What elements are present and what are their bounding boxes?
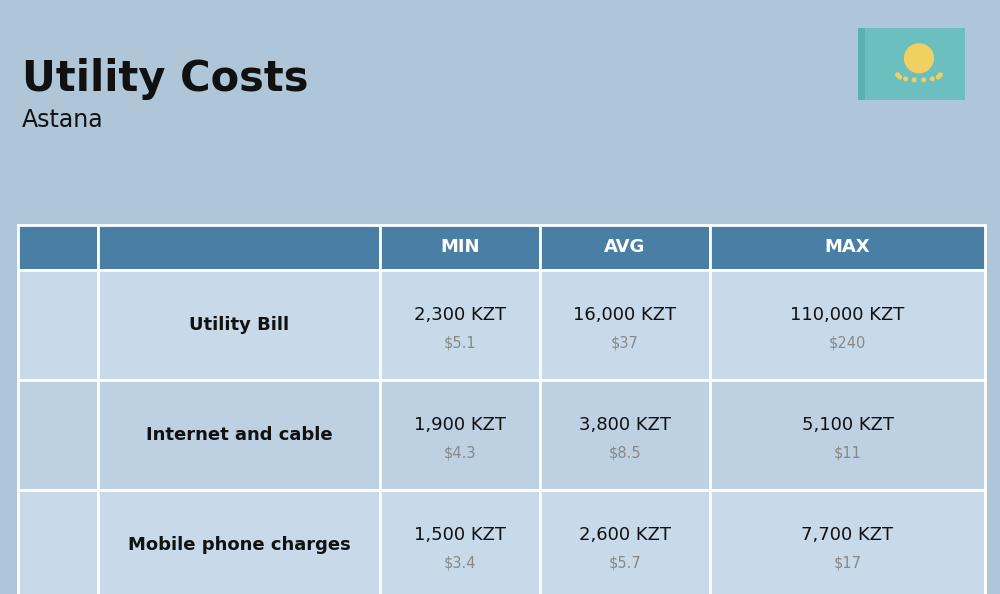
Circle shape — [896, 73, 899, 77]
Bar — [540, 225, 710, 270]
Circle shape — [936, 75, 940, 79]
Text: Utility Costs: Utility Costs — [22, 58, 308, 100]
Circle shape — [905, 44, 933, 72]
Bar — [98, 380, 380, 490]
Bar — [540, 380, 710, 490]
Text: 110,000 KZT: 110,000 KZT — [790, 306, 905, 324]
Circle shape — [922, 78, 926, 81]
Text: $3.4: $3.4 — [444, 555, 476, 570]
Bar — [858, 28, 965, 100]
Bar — [540, 490, 710, 594]
Text: $5.1: $5.1 — [444, 336, 476, 350]
Text: $11: $11 — [834, 446, 861, 460]
Text: $8.5: $8.5 — [609, 446, 641, 460]
Text: Utility Bill: Utility Bill — [189, 316, 289, 334]
Bar — [98, 490, 380, 594]
Text: 1,500 KZT: 1,500 KZT — [414, 526, 506, 544]
Text: MIN: MIN — [440, 239, 480, 257]
Text: MAX: MAX — [825, 239, 870, 257]
Bar — [710, 225, 985, 270]
Bar — [18, 490, 98, 594]
Text: 3,800 KZT: 3,800 KZT — [579, 416, 671, 434]
Text: $17: $17 — [834, 555, 862, 570]
Text: 2,600 KZT: 2,600 KZT — [579, 526, 671, 544]
Bar — [710, 380, 985, 490]
Circle shape — [931, 77, 934, 81]
Text: Internet and cable: Internet and cable — [146, 426, 332, 444]
Bar — [710, 270, 985, 380]
Bar — [380, 225, 540, 270]
Bar — [380, 490, 540, 594]
Circle shape — [939, 73, 942, 77]
Text: Mobile phone charges: Mobile phone charges — [128, 536, 350, 554]
Text: 1,900 KZT: 1,900 KZT — [414, 416, 506, 434]
Circle shape — [912, 78, 916, 81]
Text: AVG: AVG — [604, 239, 646, 257]
Text: Astana: Astana — [22, 108, 104, 132]
Bar — [18, 380, 98, 490]
Text: 2,300 KZT: 2,300 KZT — [414, 306, 506, 324]
Bar — [98, 270, 380, 380]
Bar — [18, 270, 98, 380]
Text: 5,100 KZT: 5,100 KZT — [802, 416, 894, 434]
Bar — [18, 225, 98, 270]
Circle shape — [904, 77, 907, 81]
Bar — [710, 490, 985, 594]
Text: $5.7: $5.7 — [609, 555, 641, 570]
Circle shape — [898, 75, 902, 79]
Text: $240: $240 — [829, 336, 866, 350]
Text: $37: $37 — [611, 336, 639, 350]
Bar — [380, 380, 540, 490]
Text: 7,700 KZT: 7,700 KZT — [801, 526, 894, 544]
Bar — [98, 225, 380, 270]
Text: 16,000 KZT: 16,000 KZT — [573, 306, 677, 324]
Bar — [858, 28, 865, 100]
Bar — [380, 270, 540, 380]
Bar — [540, 270, 710, 380]
Text: $4.3: $4.3 — [444, 446, 476, 460]
